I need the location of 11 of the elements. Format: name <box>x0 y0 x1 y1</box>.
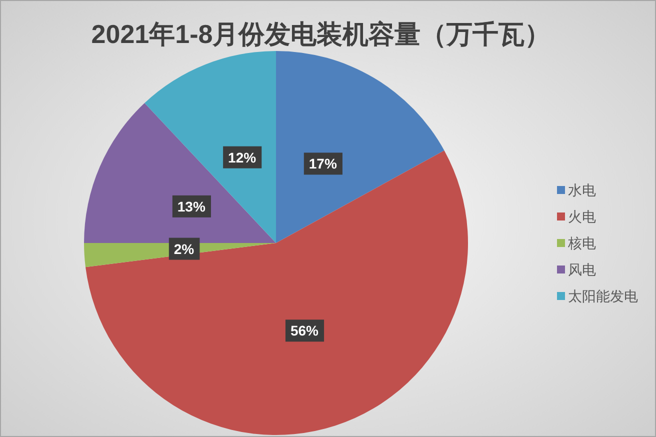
legend-label: 核电 <box>568 235 596 251</box>
data-label: 2% <box>174 240 194 257</box>
data-label: 17% <box>308 156 337 172</box>
data-label: 13% <box>177 198 206 214</box>
legend-label: 太阳能发电 <box>568 288 638 304</box>
data-label: 56% <box>290 322 318 339</box>
data-label: 12% <box>228 149 256 166</box>
legend-label: 火电 <box>568 208 596 224</box>
legend-label: 水电 <box>568 182 596 198</box>
legend-label: 风电 <box>568 262 596 278</box>
title: 2021年1-8月份发电装机容量（万千瓦） <box>91 19 551 49</box>
